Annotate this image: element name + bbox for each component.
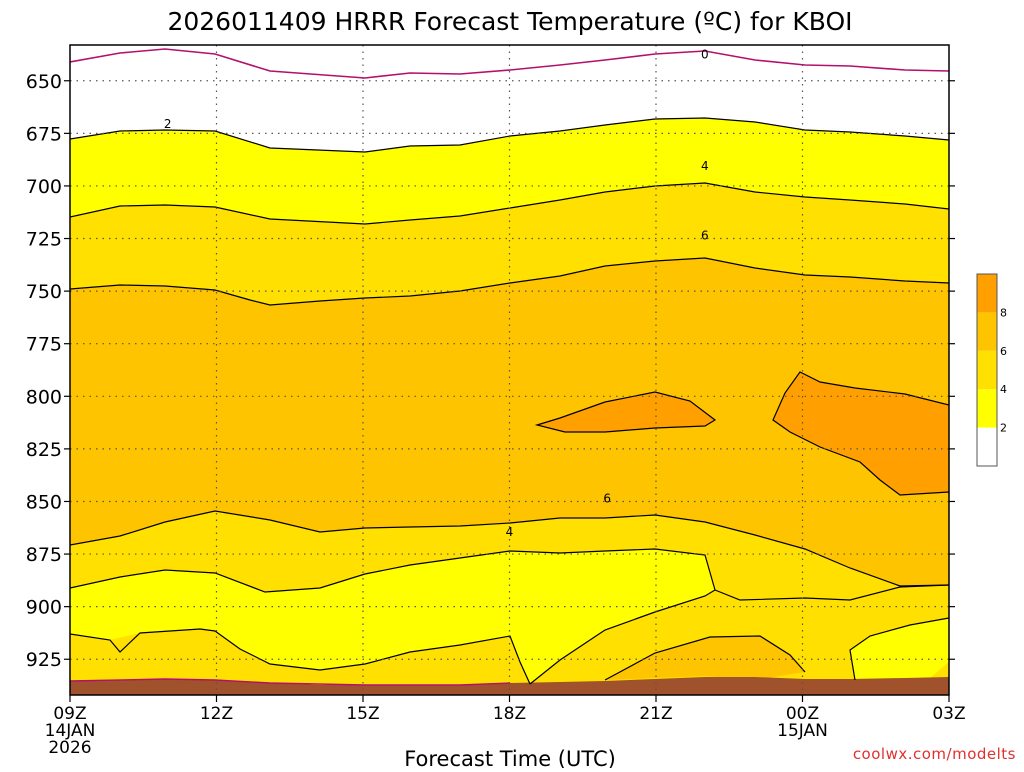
y-tick-label: 725 (26, 229, 62, 251)
contour-label: 4 (701, 159, 709, 173)
contour-line-4 (70, 182, 949, 225)
x-tick-label: 12Z (200, 704, 233, 724)
x-tick-label: 03Z (932, 704, 965, 724)
contour-label: 4 (506, 525, 514, 539)
x-tick-label: 09Z (53, 704, 86, 724)
contour-label: 0 (701, 47, 709, 61)
contour-line-2-east (849, 617, 949, 681)
band-6-8-surface (605, 636, 805, 680)
y-tick-label: 800 (26, 386, 62, 408)
y-tick-label: 850 (26, 491, 62, 513)
contour-line-0-surface (70, 678, 511, 686)
legend-swatch (977, 427, 997, 466)
contour-line-4-surface (714, 584, 949, 601)
band-8-plus-a (537, 392, 715, 432)
y-tick-label: 875 (26, 544, 62, 566)
y-tick-label: 925 (26, 649, 62, 671)
legend-label: 4 (1000, 383, 1007, 396)
x-tick-label: 21Z (639, 704, 672, 724)
y-tick-label: 650 (26, 71, 62, 93)
contour-label: 6 (603, 491, 611, 505)
contour-labels: 0 2 4 6 6 4 (164, 47, 709, 539)
contour-line-6-lower (70, 510, 949, 587)
contour-line-4-lower (70, 548, 716, 685)
x-tick-sublabel: 15JAN (777, 721, 828, 741)
y-tick-label: 825 (26, 439, 62, 461)
band-2-4-lowlevel (70, 549, 715, 684)
band-4-6-surface (560, 585, 949, 682)
x-tick-label: 00Z (786, 704, 819, 724)
legend-frame (976, 273, 998, 467)
x-tick-label: 18Z (493, 704, 526, 724)
legend-label: 6 (1000, 345, 1007, 358)
contour-line-0 (70, 48, 949, 79)
contour-line-2-lower (70, 628, 531, 685)
band-8-plus-b (773, 372, 949, 495)
watermark: coolwx.com/modelts (853, 745, 1016, 763)
y-tick-label: 700 (26, 176, 62, 198)
terrain (70, 677, 949, 695)
band-2-4-lowlevel-east (850, 618, 949, 682)
x-tick-sublabel: 2026 (48, 738, 91, 758)
x-tick-sublabel: 14JAN (45, 721, 96, 741)
contour-line-8-a (534, 391, 717, 433)
contour-label: 2 (164, 117, 172, 131)
grid-lines (70, 45, 949, 695)
y-tick-label: 775 (26, 334, 62, 356)
x-axis-label: Forecast Time (UTC) (404, 747, 616, 768)
x-tick-label: 15Z (346, 704, 379, 724)
legend-swatch (977, 350, 997, 390)
legend-swatch (977, 312, 997, 351)
contour-label: 6 (701, 228, 709, 242)
y-axis: 650 675 700 725 750 775 800 825 850 875 900 925 (26, 71, 955, 671)
y-tick-label: 750 (26, 281, 62, 303)
contour-line-2 (70, 117, 949, 153)
chart-title: 2026011409 HRRR Forecast Temperature (ºC… (167, 7, 852, 36)
contour-line-8-b (772, 371, 949, 496)
y-tick-label: 675 (26, 123, 62, 145)
y-tick-label: 900 (26, 597, 62, 619)
legend-label: 2 (1000, 422, 1007, 435)
contour-line-6-surface (604, 635, 806, 681)
legend-label: 8 (1000, 306, 1007, 319)
legend-swatch (977, 389, 997, 428)
legend-swatch (977, 274, 997, 313)
color-legend: 2 4 6 8 (976, 273, 1007, 467)
